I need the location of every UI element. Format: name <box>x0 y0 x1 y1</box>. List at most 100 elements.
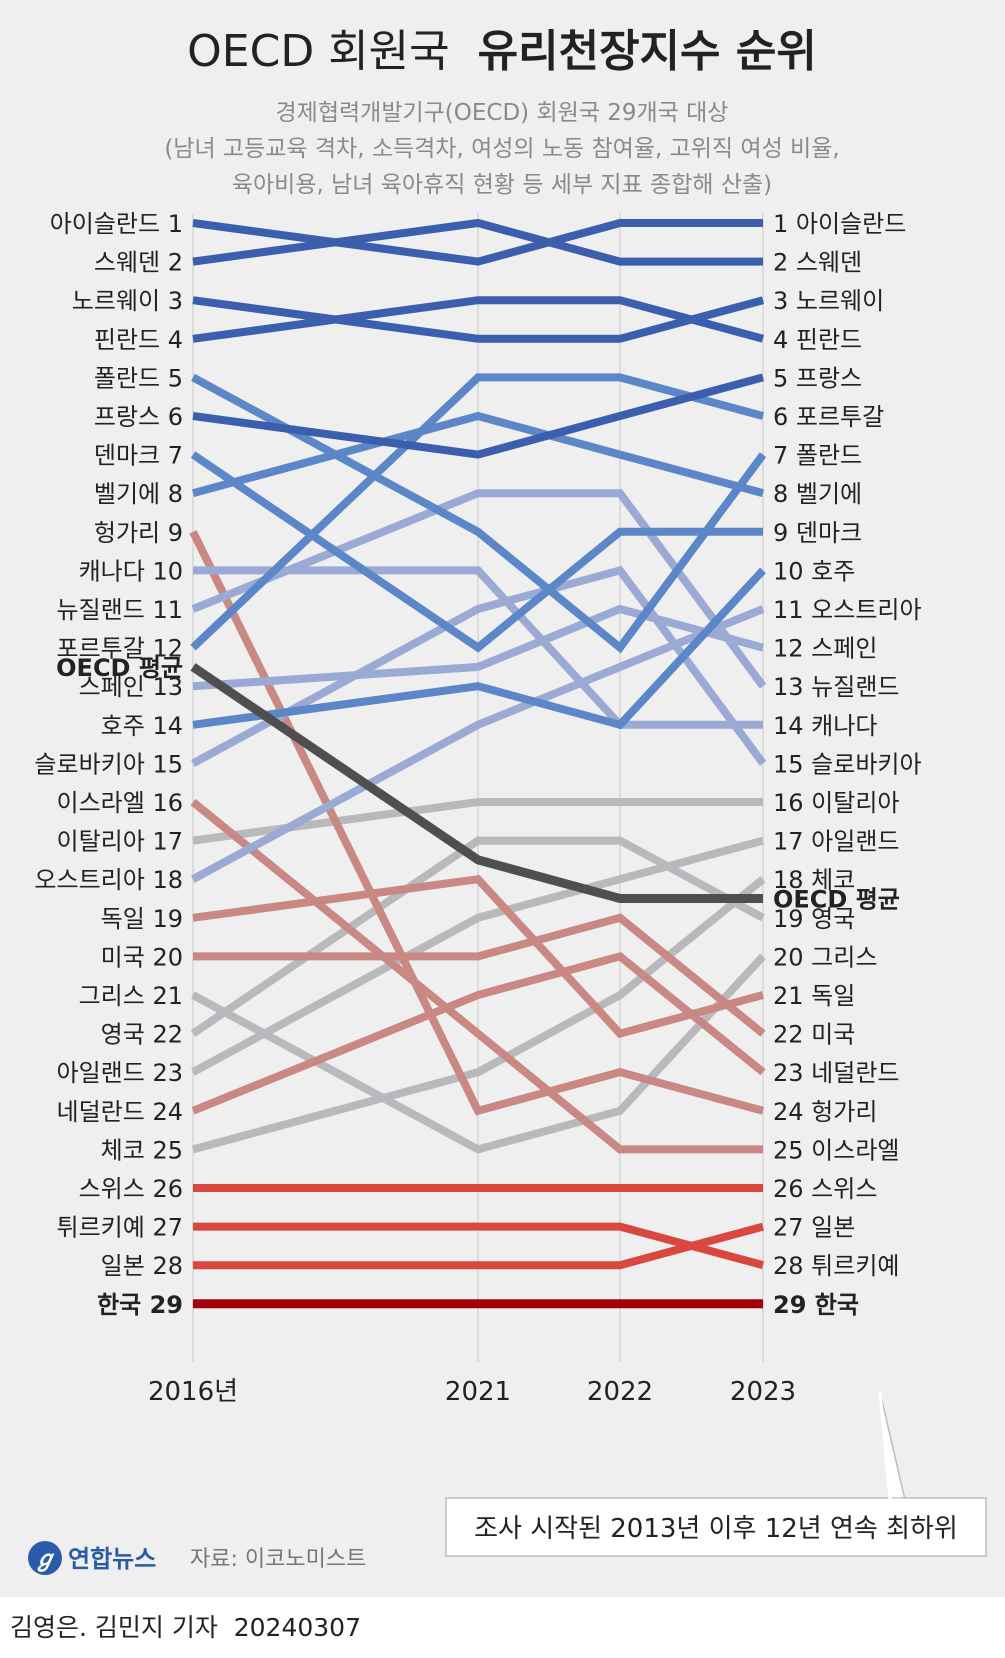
title-light: OECD 회원국 <box>187 26 449 77</box>
left-label: 영국 22 <box>101 1021 183 1049</box>
right-label: OECD 평균 <box>773 886 900 914</box>
subtitle-line-2: (남녀 고등교육 격차, 소득격차, 여성의 노동 참여율, 고위직 여성 비율… <box>164 136 839 162</box>
right-label: 12 스페인 <box>773 635 877 663</box>
right-label: 22 미국 <box>773 1021 855 1049</box>
right-label: 13 뉴질랜드 <box>773 673 900 701</box>
right-label: 11 오스트리아 <box>773 596 922 624</box>
right-label: 7 폴란드 <box>773 442 862 470</box>
right-label: 6 포르투갈 <box>773 403 884 431</box>
callout-box <box>445 1497 987 1557</box>
right-label: 28 튀르키예 <box>773 1252 900 1280</box>
series-line-프랑스 <box>192 373 765 459</box>
left-label: 스페인 13 <box>79 673 183 701</box>
x-axis-labels: 2016년 2021 2022 2023 <box>148 1377 796 1407</box>
right-label: 25 이스라엘 <box>773 1136 900 1164</box>
logo-mark: ℊ <box>34 1546 56 1572</box>
series-line-오스트리아 <box>191 605 765 883</box>
right-label: 29 한국 <box>773 1291 859 1319</box>
series-line-이스라엘 <box>190 798 763 1154</box>
right-label: 15 슬로바키아 <box>773 750 922 778</box>
footer: ℊ 연합뉴스 자료: 이코노미스트 김영은. 김민지 기자 20240307 <box>10 1541 366 1642</box>
x-tick-label: 2022 <box>587 1377 653 1407</box>
right-label: 14 캐나다 <box>773 712 877 740</box>
left-label: 그리스 21 <box>79 982 183 1010</box>
page-title: OECD 회원국 유리천장지수 순위 <box>187 26 817 77</box>
left-label: 체코 25 <box>101 1136 183 1164</box>
callout: 조사 시작된 2013년 이후 12년 연속 최하위 <box>445 1391 987 1557</box>
left-label: 핀란드 4 <box>94 326 183 354</box>
x-tick-label: 2016년 <box>148 1377 238 1407</box>
year-gridlines <box>192 213 764 1362</box>
right-label: 23 네덜란드 <box>773 1059 900 1087</box>
right-label: 17 아일랜드 <box>773 828 900 856</box>
left-label: 독일 19 <box>101 905 183 933</box>
left-label: 프랑스 6 <box>94 403 183 431</box>
right-label: 2 스웨덴 <box>773 249 862 277</box>
callout-text: 조사 시작된 2013년 이후 12년 연속 최하위 <box>474 1514 958 1544</box>
left-label: 이탈리아 17 <box>57 828 184 856</box>
left-label: 슬로바키아 15 <box>34 750 183 778</box>
series-line-캐나다 <box>193 566 763 729</box>
right-label: 10 호주 <box>773 557 855 585</box>
right-label: 27 일본 <box>773 1214 855 1242</box>
left-label: 아일랜드 23 <box>57 1059 184 1087</box>
title-bold: 유리천장지수 순위 <box>478 26 817 77</box>
series-line-네덜란드 <box>191 952 766 1115</box>
series-line-영국 <box>190 836 765 1037</box>
right-label: 8 벨기에 <box>773 480 862 508</box>
left-label: 이스라엘 16 <box>57 789 184 817</box>
left-label: 호주 14 <box>101 712 183 740</box>
series-line-미국 <box>193 913 766 1037</box>
x-tick-label: 2023 <box>730 1377 796 1407</box>
left-label: 헝가리 9 <box>94 519 183 547</box>
right-label: 1 아이슬란드 <box>773 210 906 238</box>
left-label: 네덜란드 24 <box>57 1098 184 1126</box>
left-label: 한국 29 <box>97 1291 183 1319</box>
right-label: 19 영국 <box>773 905 855 933</box>
left-label: 포르투갈 12 <box>57 635 184 663</box>
left-label: 오스트리아 18 <box>34 866 183 894</box>
subtitle: 경제협력개발기구(OECD) 회원국 29개국 대상 (남녀 고등교육 격차, … <box>164 100 839 198</box>
right-label: 3 노르웨이 <box>773 287 884 315</box>
series-lines <box>189 218 767 1309</box>
source-text: 자료: 이코노미스트 <box>190 1547 366 1572</box>
left-label: 아이슬란드 1 <box>50 210 183 238</box>
left-labels: 아이슬란드 1 스웨덴 2 노르웨이 3 핀란드 4 폴란드 5 프랑스 6 덴마크 7 벨기… <box>34 210 183 1319</box>
right-label: 9 덴마크 <box>773 519 862 547</box>
right-label: 20 그리스 <box>773 943 877 971</box>
right-labels: 1 아이슬란드 2 스웨덴 3 노르웨이 4 핀란드 5 프랑스 6 포르투갈 7 폴란드 8… <box>773 210 922 1319</box>
series-line-스웨덴 <box>192 218 763 266</box>
left-label: 캐나다 10 <box>79 557 183 585</box>
series-line-OECD-평균 <box>190 663 763 903</box>
credit-text: 김영은. 김민지 기자 20240307 <box>10 1613 361 1642</box>
series-line-스페인 <box>192 604 765 691</box>
series-line-아일랜드 <box>191 836 765 1076</box>
series-line-덴마크 <box>190 451 763 653</box>
left-label: 벨기에 8 <box>94 480 183 508</box>
left-label: 덴마크 7 <box>94 442 183 470</box>
left-label: 일본 28 <box>101 1252 183 1280</box>
right-label: 16 이탈리아 <box>773 789 900 817</box>
subtitle-line-1: 경제협력개발기구(OECD) 회원국 29개국 대상 <box>276 100 729 126</box>
left-label: 뉴질랜드 11 <box>57 596 184 624</box>
right-label: 4 핀란드 <box>773 326 862 354</box>
yonhap-logo-icon <box>28 1541 62 1575</box>
right-label: 5 프랑스 <box>773 364 862 392</box>
right-label: 26 스위스 <box>773 1175 877 1203</box>
left-label: 폴란드 5 <box>94 364 183 392</box>
right-label: 18 체코 <box>773 866 855 894</box>
series-line-일본 <box>193 1222 765 1270</box>
left-label: 미국 20 <box>101 943 183 971</box>
series-line-그리스 <box>191 953 766 1154</box>
credit-strip <box>0 1597 1005 1658</box>
left-label: 스위스 26 <box>79 1175 183 1203</box>
series-line-호주 <box>192 567 766 730</box>
left-label: 튀르키예 27 <box>57 1214 184 1242</box>
x-tick-label: 2021 <box>445 1377 511 1407</box>
series-line-체코 <box>191 876 766 1154</box>
right-label: 21 독일 <box>773 982 855 1010</box>
series-line-핀란드 <box>192 296 765 343</box>
left-label: 스웨덴 2 <box>94 249 183 277</box>
